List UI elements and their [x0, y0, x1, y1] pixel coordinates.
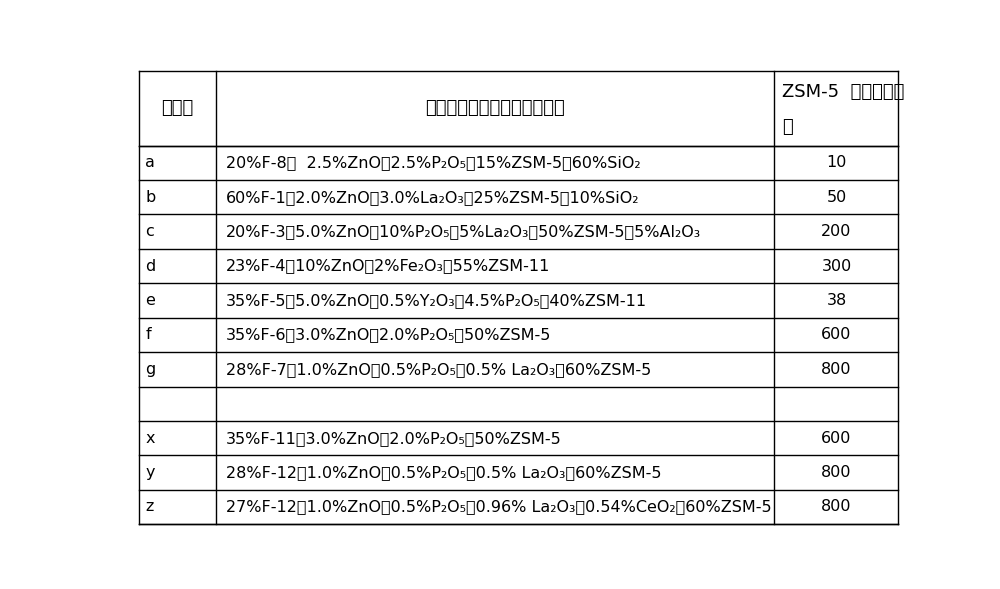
- Text: 38: 38: [826, 293, 847, 308]
- Text: y: y: [145, 465, 155, 480]
- Text: e: e: [145, 293, 155, 308]
- Text: 10: 10: [826, 155, 847, 170]
- Text: b: b: [145, 190, 155, 204]
- Text: 300: 300: [821, 259, 852, 273]
- Text: 20%F-3：5.0%ZnO：10%P₂O₅：5%La₂O₃：50%ZSM-5：5%Al₂O₃: 20%F-3：5.0%ZnO：10%P₂O₅：5%La₂O₃：50%ZSM-5：…: [226, 224, 701, 239]
- Text: f: f: [145, 327, 151, 342]
- Text: 800: 800: [821, 362, 852, 377]
- Text: ZSM-5  分子筛硬铝: ZSM-5 分子筛硬铝: [782, 82, 905, 101]
- Text: 35%F-11：3.0%ZnO：2.0%P₂O₅：50%ZSM-5: 35%F-11：3.0%ZnO：2.0%P₂O₅：50%ZSM-5: [226, 431, 562, 446]
- Text: 催化剑: 催化剑: [162, 99, 194, 117]
- Text: 27%F-12：1.0%ZnO：0.5%P₂O₅：0.96% La₂O₃：0.54%CeO₂：60%ZSM-5: 27%F-12：1.0%ZnO：0.5%P₂O₅：0.96% La₂O₃：0.5…: [226, 499, 771, 515]
- Text: 28%F-7：1.0%ZnO：0.5%P₂O₅：0.5% La₂O₃：60%ZSM-5: 28%F-7：1.0%ZnO：0.5%P₂O₅：0.5% La₂O₃：60%ZS…: [226, 362, 651, 377]
- Text: a: a: [145, 155, 155, 170]
- Text: 比: 比: [782, 118, 793, 136]
- Text: 合成气制芳烃催化剑重量组成: 合成气制芳烃催化剑重量组成: [426, 99, 565, 117]
- Text: 200: 200: [821, 224, 852, 239]
- Text: 20%F-8：  2.5%ZnO：2.5%P₂O₅：15%ZSM-5：60%SiO₂: 20%F-8： 2.5%ZnO：2.5%P₂O₅：15%ZSM-5：60%SiO…: [226, 155, 640, 170]
- Text: 50: 50: [826, 190, 847, 204]
- Text: c: c: [145, 224, 154, 239]
- Text: 800: 800: [821, 465, 852, 480]
- Text: 35%F-5：5.0%ZnO：0.5%Y₂O₃：4.5%P₂O₅：40%ZSM-11: 35%F-5：5.0%ZnO：0.5%Y₂O₃：4.5%P₂O₅：40%ZSM-…: [226, 293, 647, 308]
- Text: 28%F-12：1.0%ZnO：0.5%P₂O₅：0.5% La₂O₃：60%ZSM-5: 28%F-12：1.0%ZnO：0.5%P₂O₅：0.5% La₂O₃：60%Z…: [226, 465, 661, 480]
- Text: z: z: [145, 499, 154, 515]
- Text: 23%F-4：10%ZnO：2%Fe₂O₃：55%ZSM-11: 23%F-4：10%ZnO：2%Fe₂O₃：55%ZSM-11: [226, 259, 550, 273]
- Text: 600: 600: [821, 431, 852, 446]
- Text: g: g: [145, 362, 155, 377]
- Text: 600: 600: [821, 327, 852, 342]
- Text: 35%F-6：3.0%ZnO：2.0%P₂O₅：50%ZSM-5: 35%F-6：3.0%ZnO：2.0%P₂O₅：50%ZSM-5: [226, 327, 551, 342]
- Text: x: x: [145, 431, 155, 446]
- Text: d: d: [145, 259, 155, 273]
- Text: 800: 800: [821, 499, 852, 515]
- Text: 60%F-1：2.0%ZnO：3.0%La₂O₃：25%ZSM-5：10%SiO₂: 60%F-1：2.0%ZnO：3.0%La₂O₃：25%ZSM-5：10%SiO…: [226, 190, 639, 204]
